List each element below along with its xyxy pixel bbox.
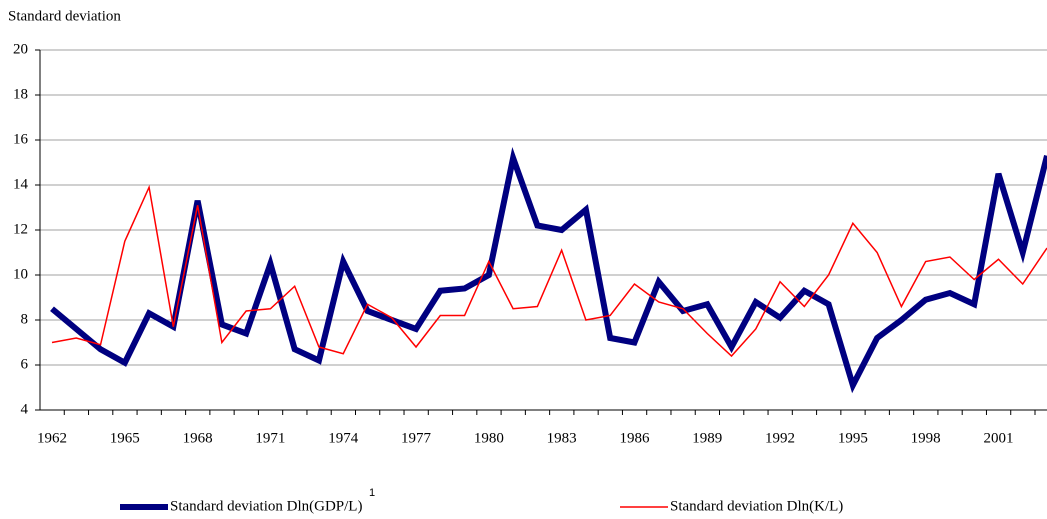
y-tick-label: 10 (13, 266, 28, 282)
legend-label: Standard deviation Dln(GDP/L) (170, 498, 362, 514)
x-tick-label: 1965 (110, 430, 140, 446)
y-tick-label: 4 (21, 401, 29, 417)
x-tick-label: 1977 (401, 430, 432, 446)
y-tick-label: 6 (21, 356, 29, 372)
x-tick-label: 1995 (838, 430, 868, 446)
y-tick-label: 16 (13, 131, 29, 147)
y-tick-label: 14 (13, 176, 29, 192)
y-tick-label: 20 (13, 41, 28, 57)
y-tick-label: 18 (13, 86, 28, 102)
x-tick-label: 1986 (619, 430, 650, 446)
x-tick-label: 1968 (183, 430, 213, 446)
x-tick-label: 2001 (983, 430, 1013, 446)
x-tick-label: 1989 (692, 430, 722, 446)
x-tick-label: 1983 (547, 430, 577, 446)
x-tick-label: 1971 (255, 430, 285, 446)
legend-label: Standard deviation Dln(K/L) (670, 498, 843, 514)
series-line (51, 184, 1047, 358)
series-line (50, 146, 1047, 394)
x-tick-label: 1962 (37, 430, 67, 446)
y-tick-label: 12 (13, 221, 28, 237)
y-axis-label: Standard deviation (8, 8, 121, 24)
x-tick-label: 1974 (328, 430, 359, 446)
x-tick-label: 1998 (911, 430, 941, 446)
x-tick-label: 1992 (765, 430, 795, 446)
y-tick-label: 8 (21, 311, 29, 327)
legend-footnote: 1 (369, 487, 375, 499)
x-tick-label: 1980 (474, 430, 504, 446)
